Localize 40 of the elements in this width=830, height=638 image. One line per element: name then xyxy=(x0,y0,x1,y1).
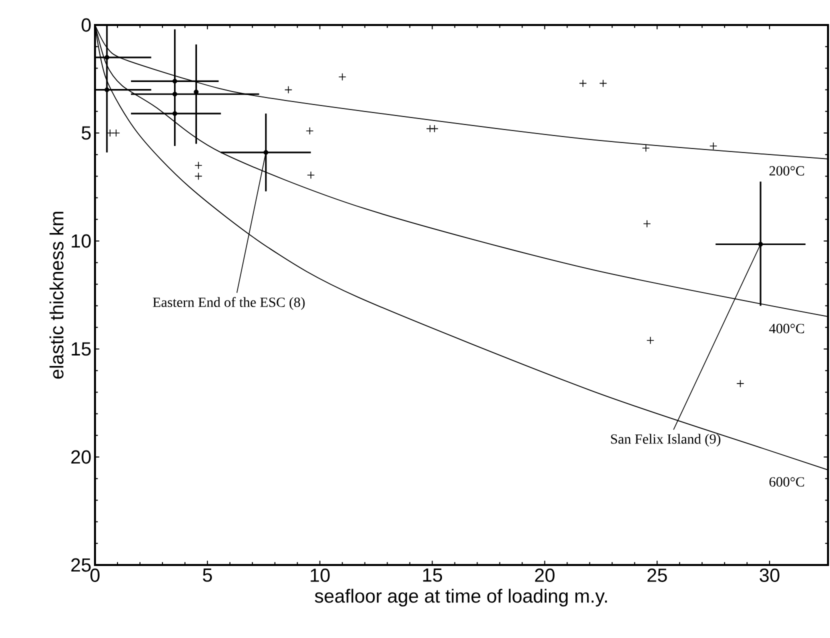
y-tick-label: 25 xyxy=(71,558,91,572)
y-tick-label: 15 xyxy=(72,342,91,356)
point xyxy=(306,171,315,180)
point xyxy=(172,78,178,84)
point xyxy=(263,150,268,155)
point xyxy=(426,124,434,133)
y-tick-label: 5 xyxy=(82,126,91,140)
point xyxy=(284,86,292,94)
annotation: San Felix Island (9) xyxy=(611,434,720,447)
point xyxy=(642,144,650,152)
legend-label: 400°C xyxy=(769,324,804,334)
point xyxy=(758,242,763,247)
annotation: Eastern End of the ESC (8) xyxy=(152,297,305,310)
point xyxy=(194,172,202,180)
legend-label: 200°C xyxy=(769,166,804,176)
point xyxy=(599,79,608,88)
point xyxy=(579,79,587,88)
point xyxy=(104,55,110,60)
point xyxy=(306,126,314,135)
point xyxy=(736,380,744,388)
point xyxy=(430,124,438,133)
x-tick-label: 0 xyxy=(90,568,100,582)
x-axis-title: seafloor age at time of loading m.y. xyxy=(314,588,607,607)
y-tick-label: 0 xyxy=(82,18,91,32)
y-axis-title: elastic thickness km xyxy=(50,212,64,379)
legend-label: 600°C xyxy=(769,477,804,487)
point xyxy=(338,72,346,81)
x-tick-label: 25 xyxy=(648,568,667,582)
x-tick-label: 20 xyxy=(535,568,555,582)
x-tick-label: 15 xyxy=(423,568,442,582)
y-tick-label: 10 xyxy=(72,234,91,248)
point xyxy=(646,336,654,344)
x-tick-label: 30 xyxy=(760,568,780,582)
point xyxy=(194,162,202,170)
point xyxy=(643,220,651,228)
point xyxy=(709,142,718,150)
x-tick-label: 5 xyxy=(202,568,212,582)
x-tick-label: 10 xyxy=(310,568,330,582)
y-tick-label: 20 xyxy=(71,450,91,464)
point xyxy=(112,129,120,137)
